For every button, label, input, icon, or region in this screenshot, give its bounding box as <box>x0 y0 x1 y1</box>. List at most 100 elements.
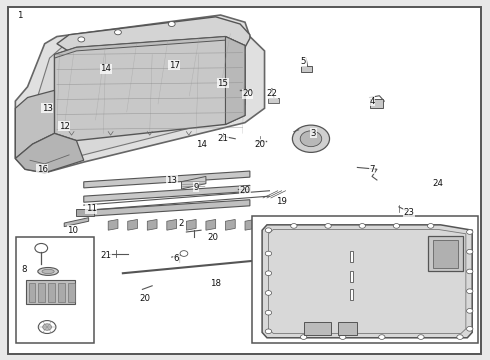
Circle shape <box>115 30 122 35</box>
Text: 12: 12 <box>59 122 70 131</box>
FancyBboxPatch shape <box>428 235 464 271</box>
Circle shape <box>265 271 271 275</box>
FancyBboxPatch shape <box>26 280 75 304</box>
Polygon shape <box>27 26 245 164</box>
Polygon shape <box>15 134 84 173</box>
FancyBboxPatch shape <box>304 322 331 335</box>
Polygon shape <box>84 185 250 202</box>
FancyBboxPatch shape <box>350 271 353 282</box>
Polygon shape <box>15 90 54 158</box>
Polygon shape <box>245 220 255 230</box>
Text: 22: 22 <box>267 89 277 98</box>
Text: 20: 20 <box>208 233 219 242</box>
Circle shape <box>466 327 473 331</box>
Circle shape <box>265 310 271 315</box>
Text: 10: 10 <box>68 226 78 235</box>
FancyBboxPatch shape <box>301 66 312 72</box>
Circle shape <box>466 230 473 234</box>
Circle shape <box>417 335 424 339</box>
FancyBboxPatch shape <box>16 237 94 343</box>
Circle shape <box>300 335 307 339</box>
FancyBboxPatch shape <box>269 98 279 103</box>
Text: 17: 17 <box>169 61 180 70</box>
Text: 19: 19 <box>276 197 287 206</box>
FancyBboxPatch shape <box>76 209 94 216</box>
Text: 21: 21 <box>100 251 111 260</box>
Text: 3: 3 <box>311 129 316 138</box>
Text: 14: 14 <box>196 140 206 149</box>
Circle shape <box>427 224 434 228</box>
Polygon shape <box>186 220 196 230</box>
Polygon shape <box>167 220 176 230</box>
Circle shape <box>265 228 271 233</box>
Text: 14: 14 <box>100 64 111 73</box>
Text: 4: 4 <box>369 96 375 105</box>
Polygon shape <box>64 218 89 226</box>
Polygon shape <box>225 37 245 125</box>
Circle shape <box>340 335 346 339</box>
Circle shape <box>291 224 297 228</box>
Text: 20: 20 <box>139 294 150 303</box>
Circle shape <box>457 335 463 339</box>
Text: 20: 20 <box>254 140 265 149</box>
Ellipse shape <box>38 267 58 275</box>
Circle shape <box>325 224 331 228</box>
Circle shape <box>35 243 48 253</box>
Text: 9: 9 <box>194 183 199 192</box>
Polygon shape <box>84 200 250 217</box>
FancyBboxPatch shape <box>338 322 357 335</box>
Polygon shape <box>206 220 216 230</box>
Polygon shape <box>84 171 250 188</box>
Polygon shape <box>54 37 245 58</box>
Circle shape <box>379 335 385 339</box>
Text: 21: 21 <box>218 134 228 143</box>
Circle shape <box>466 249 473 254</box>
Text: 24: 24 <box>433 179 443 188</box>
FancyBboxPatch shape <box>433 240 458 268</box>
Circle shape <box>78 37 85 42</box>
Text: 20: 20 <box>240 186 250 195</box>
Circle shape <box>293 125 330 152</box>
Polygon shape <box>262 225 472 338</box>
FancyBboxPatch shape <box>252 216 478 343</box>
Circle shape <box>168 22 175 27</box>
Circle shape <box>300 131 322 147</box>
Text: 5: 5 <box>301 57 306 66</box>
Text: 11: 11 <box>86 204 97 213</box>
Polygon shape <box>54 37 245 140</box>
FancyBboxPatch shape <box>68 283 75 302</box>
Text: 13: 13 <box>166 176 177 185</box>
Text: 18: 18 <box>210 279 221 288</box>
Circle shape <box>466 269 473 274</box>
Text: 15: 15 <box>218 79 228 88</box>
Polygon shape <box>181 176 206 189</box>
Ellipse shape <box>42 269 54 274</box>
Circle shape <box>38 320 56 333</box>
Polygon shape <box>57 17 250 56</box>
Circle shape <box>265 329 271 334</box>
FancyBboxPatch shape <box>49 283 55 302</box>
Circle shape <box>180 251 188 256</box>
Text: 2: 2 <box>179 219 184 228</box>
Polygon shape <box>225 220 235 230</box>
Polygon shape <box>128 220 138 230</box>
Text: 16: 16 <box>37 165 48 174</box>
FancyBboxPatch shape <box>28 283 35 302</box>
FancyBboxPatch shape <box>350 251 353 262</box>
FancyBboxPatch shape <box>350 289 353 300</box>
Text: 23: 23 <box>403 208 414 217</box>
Text: 20: 20 <box>242 89 253 98</box>
Circle shape <box>265 291 271 295</box>
Polygon shape <box>108 220 118 230</box>
FancyBboxPatch shape <box>369 99 383 108</box>
Text: 13: 13 <box>42 104 52 113</box>
Circle shape <box>265 251 271 256</box>
Circle shape <box>393 224 400 228</box>
FancyBboxPatch shape <box>8 7 481 354</box>
Text: 6: 6 <box>174 255 179 264</box>
Polygon shape <box>147 220 157 230</box>
FancyBboxPatch shape <box>58 283 65 302</box>
Circle shape <box>466 309 473 313</box>
Circle shape <box>359 224 366 228</box>
Text: 8: 8 <box>22 265 27 274</box>
